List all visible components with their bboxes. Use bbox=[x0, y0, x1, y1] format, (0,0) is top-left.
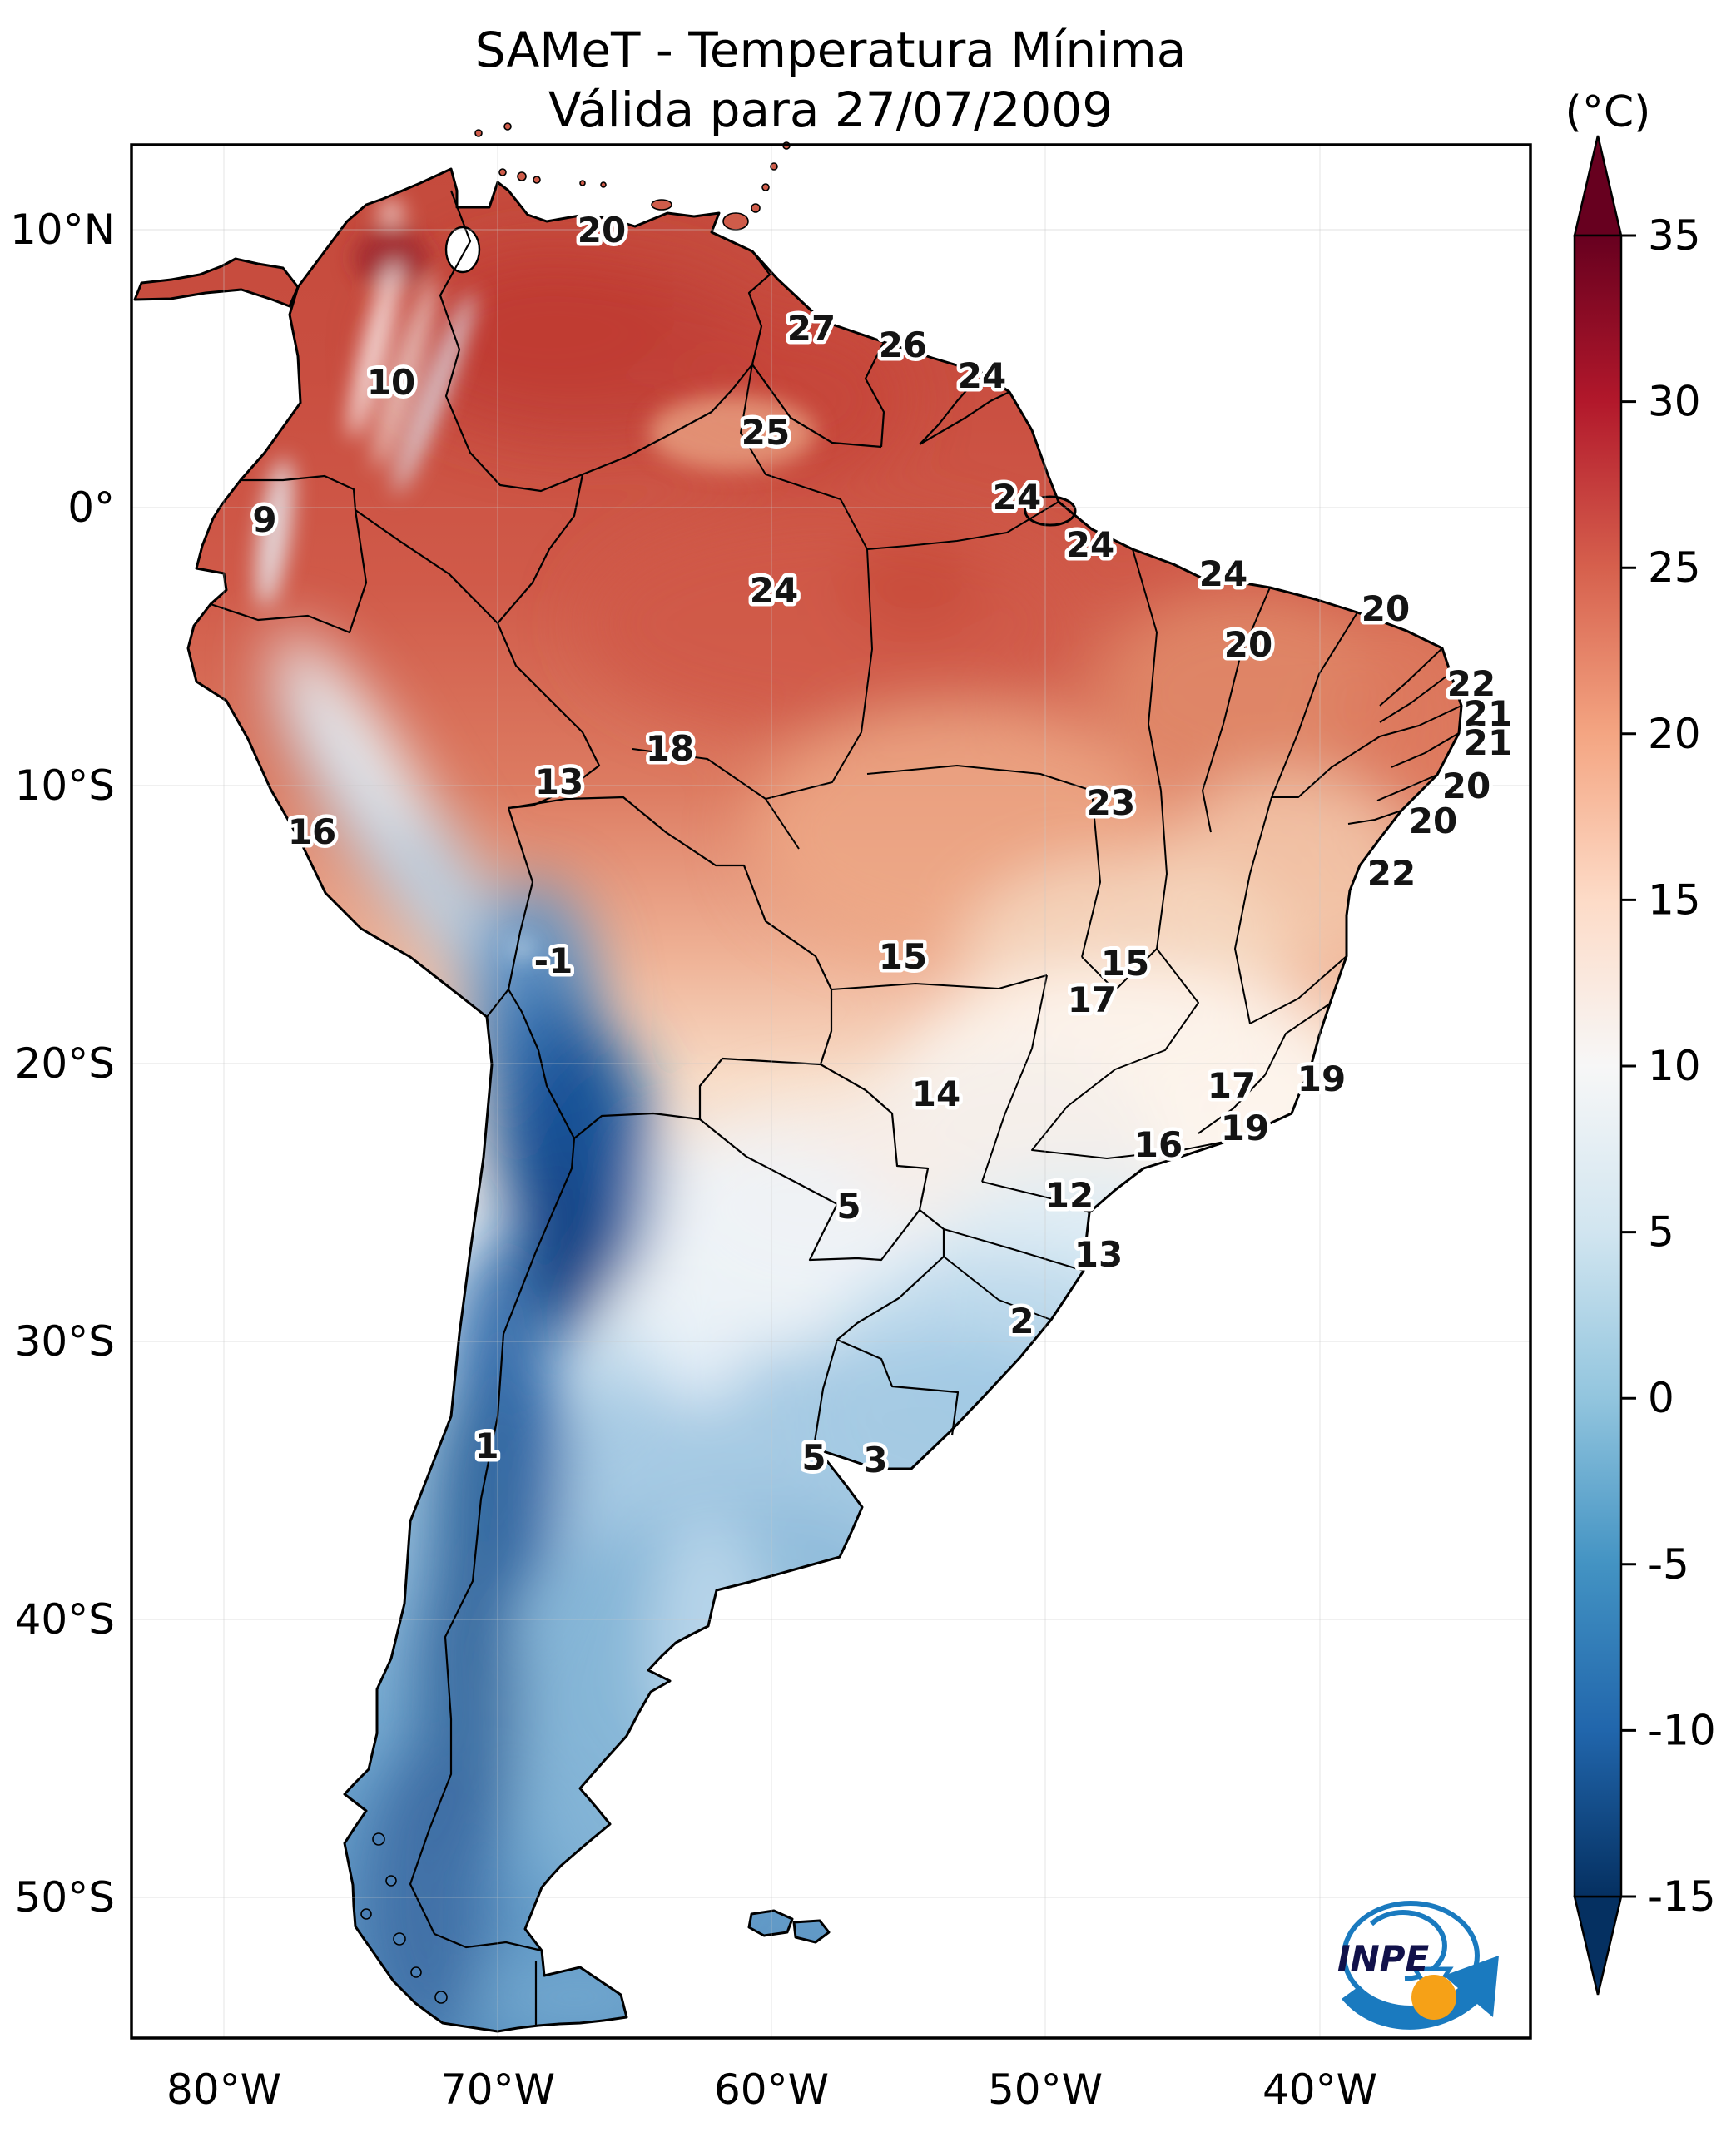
lon-tick-label: 70°W bbox=[440, 2065, 555, 2114]
temp-label: 2 bbox=[1009, 1301, 1034, 1341]
lat-tick-label: 0° bbox=[67, 483, 115, 532]
temp-label: 24 bbox=[958, 355, 1006, 396]
lon-tick-label: 60°W bbox=[714, 2065, 829, 2114]
inpe-swoosh-arrow-icon bbox=[1342, 1956, 1499, 2030]
temp-label: 23 bbox=[1087, 782, 1135, 823]
temp-label: 20 bbox=[1362, 588, 1410, 629]
temp-label: 13 bbox=[1074, 1234, 1123, 1275]
lon-tick-label: 50°W bbox=[988, 2065, 1103, 2114]
colorbar-tick-label: -5 bbox=[1648, 1540, 1689, 1589]
caribbean-islands bbox=[474, 122, 791, 231]
temp-label: 19 bbox=[1297, 1059, 1346, 1099]
inpe-logo: INPE bbox=[1337, 1901, 1499, 2030]
temp-label: 20 bbox=[1442, 766, 1490, 806]
temp-label: 25 bbox=[742, 412, 790, 453]
colorbar-tick-label: 35 bbox=[1648, 211, 1701, 260]
inpe-logo-text: INPE bbox=[1337, 1938, 1430, 1979]
colorbar-tick-label: 30 bbox=[1648, 378, 1701, 426]
state-borders bbox=[632, 364, 1462, 1321]
colorbar-top-arrow bbox=[1573, 135, 1623, 237]
lon-tick-label: 40°W bbox=[1262, 2065, 1377, 2114]
temp-label: 24 bbox=[1066, 524, 1114, 565]
temp-label: 14 bbox=[912, 1074, 960, 1114]
latitude-axis: 10°N 0° 10°S 20°S 30°S 40°S 50°S bbox=[10, 206, 115, 1921]
colorbar-bottom-arrow bbox=[1573, 1895, 1623, 1996]
colorbar-tick-label: 20 bbox=[1648, 710, 1701, 758]
temp-label: 21 bbox=[1464, 722, 1512, 763]
temp-label: 3 bbox=[863, 1440, 887, 1480]
longitude-axis: 80°W 70°W 60°W 50°W 40°W bbox=[166, 2065, 1377, 2114]
temp-label: 24 bbox=[750, 570, 798, 611]
colorbar-tick-label: 0 bbox=[1648, 1374, 1674, 1422]
lat-tick-label: 40°S bbox=[15, 1595, 115, 1644]
temp-label: 19 bbox=[1221, 1108, 1269, 1148]
fjord-islets bbox=[360, 1832, 448, 2004]
graticule bbox=[131, 145, 1530, 2038]
temp-label: 26 bbox=[879, 325, 927, 365]
lake-maracaibo bbox=[444, 226, 481, 274]
temp-label: 12 bbox=[1045, 1175, 1094, 1216]
temp-label: 1 bbox=[474, 1426, 498, 1466]
temp-label: 5 bbox=[836, 1186, 861, 1227]
figure-title-line2: Válida para 27/07/2009 bbox=[548, 82, 1113, 138]
temp-label: 15 bbox=[879, 936, 927, 977]
temp-label: 20 bbox=[578, 210, 626, 250]
lat-tick-label: 50°S bbox=[15, 1873, 115, 1921]
temp-label: 24 bbox=[993, 477, 1041, 518]
temp-label: 15 bbox=[1101, 943, 1149, 984]
colorbar-tick-label: -10 bbox=[1648, 1706, 1716, 1754]
inpe-orange-dot-icon bbox=[1411, 1975, 1456, 2020]
colorbar-tick-label: 5 bbox=[1648, 1208, 1674, 1257]
lat-tick-label: 10°N bbox=[10, 206, 115, 254]
colorbar-tick-label: 15 bbox=[1648, 875, 1701, 924]
temp-label: 16 bbox=[1134, 1124, 1183, 1165]
lat-tick-label: 30°S bbox=[15, 1317, 115, 1366]
colorbar-unit-label: (°C) bbox=[1565, 87, 1651, 137]
temp-label: 20 bbox=[1224, 624, 1272, 665]
figure-title-line1: SAMeT - Temperatura Mínima bbox=[475, 22, 1187, 78]
colorbar: (°C) 35 30 25 20 15 10 5 0 -5 -10 -15 bbox=[1565, 87, 1716, 1996]
temp-label: 22 bbox=[1367, 853, 1416, 894]
colorbar-gradient-bar bbox=[1573, 234, 1623, 1898]
colorbar-tick-label: 10 bbox=[1648, 1042, 1701, 1090]
temp-label: 13 bbox=[535, 761, 583, 802]
map-frame bbox=[130, 143, 1532, 2040]
temp-label: 9 bbox=[252, 499, 276, 540]
temp-label: 16 bbox=[288, 811, 336, 852]
lon-tick-label: 80°W bbox=[166, 2065, 281, 2114]
temp-label: 21 bbox=[1464, 693, 1512, 734]
temp-label: 22 bbox=[1447, 663, 1495, 704]
colorbar-ticks: 35 30 25 20 15 10 5 0 -5 -10 -15 bbox=[1621, 211, 1716, 1921]
temp-label: 17 bbox=[1068, 979, 1116, 1020]
temp-label: 27 bbox=[787, 308, 836, 349]
lat-tick-label: 20°S bbox=[15, 1039, 115, 1088]
temp-label: 5 bbox=[801, 1437, 826, 1478]
country-borders bbox=[210, 190, 1010, 2026]
lat-tick-label: 10°S bbox=[15, 761, 115, 810]
temp-label: 17 bbox=[1208, 1065, 1256, 1106]
temp-label: 18 bbox=[646, 728, 694, 769]
colorbar-tick-label: -15 bbox=[1648, 1872, 1716, 1921]
temp-label: 24 bbox=[1199, 553, 1247, 594]
temp-label: 10 bbox=[367, 362, 415, 403]
temp-label: -1 bbox=[534, 940, 573, 981]
temp-label: 20 bbox=[1409, 801, 1457, 841]
colorbar-tick-label: 25 bbox=[1648, 543, 1701, 592]
